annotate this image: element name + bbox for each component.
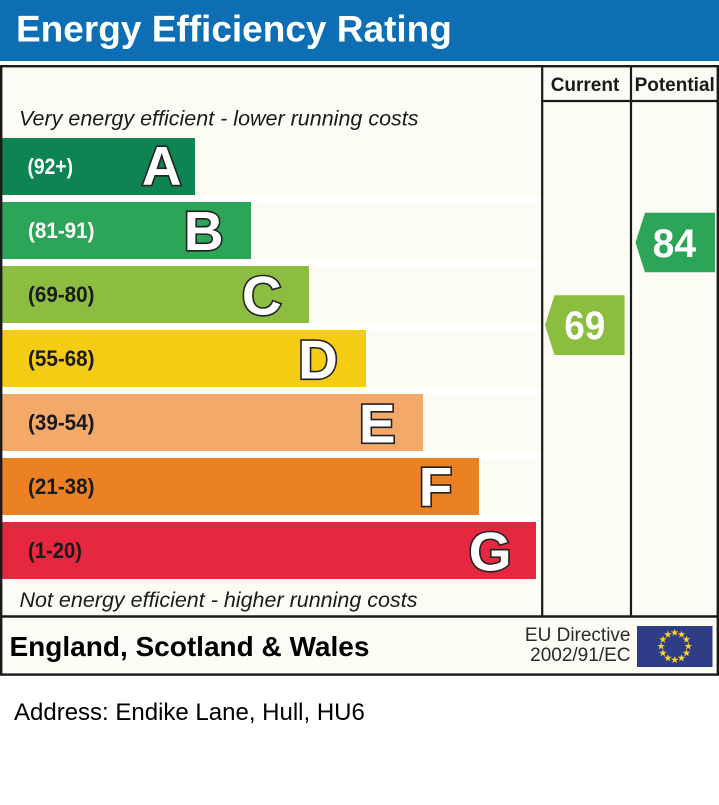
svg-text:C: C <box>242 264 282 326</box>
svg-text:E: E <box>359 392 396 454</box>
svg-text:Current: Current <box>551 75 620 96</box>
svg-text:Energy Efficiency Rating: Energy Efficiency Rating <box>16 9 452 50</box>
svg-text:A: A <box>142 135 182 197</box>
svg-text:(69-80): (69-80) <box>28 282 95 307</box>
svg-text:(92+): (92+) <box>28 154 74 179</box>
svg-text:2002/91/EC: 2002/91/EC <box>530 645 630 666</box>
svg-text:(1-20): (1-20) <box>28 538 82 563</box>
svg-text:84: 84 <box>653 222 697 266</box>
svg-text:D: D <box>298 328 338 390</box>
svg-text:Very energy efficient - lower: Very energy efficient - lower running co… <box>19 107 419 131</box>
svg-text:G: G <box>469 520 512 582</box>
svg-text:69: 69 <box>564 304 605 348</box>
svg-text:Potential: Potential <box>635 75 715 96</box>
svg-text:(55-68): (55-68) <box>28 346 95 371</box>
svg-text:Not energy efficient - higher: Not energy efficient - higher running co… <box>20 588 418 612</box>
svg-text:EU Directive: EU Directive <box>525 625 631 646</box>
svg-text:B: B <box>184 200 224 262</box>
svg-text:F: F <box>419 456 453 518</box>
svg-text:England, Scotland & Wales: England, Scotland & Wales <box>10 631 370 662</box>
svg-text:Address: Endike Lane, Hull, HU: Address: Endike Lane, Hull, HU6 <box>14 699 365 726</box>
svg-text:(39-54): (39-54) <box>28 410 95 435</box>
svg-text:(81-91): (81-91) <box>28 218 95 243</box>
svg-text:(21-38): (21-38) <box>28 474 95 499</box>
